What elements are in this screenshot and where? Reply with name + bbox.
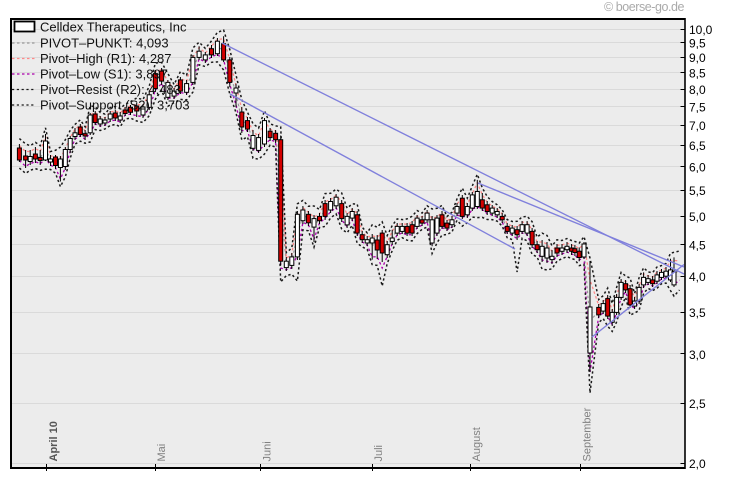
svg-text:10,0: 10,0 xyxy=(689,23,713,37)
svg-text:4,0: 4,0 xyxy=(689,270,706,284)
svg-text:6,5: 6,5 xyxy=(689,139,706,153)
svg-text:2,5: 2,5 xyxy=(689,397,706,411)
svg-text:Pivot–Low (S1): 3,897: Pivot–Low (S1): 3,897 xyxy=(40,67,168,82)
svg-text:9,5: 9,5 xyxy=(689,37,706,51)
svg-text:PIVOT–PUNKT: 4,093: PIVOT–PUNKT: 4,093 xyxy=(40,36,169,51)
svg-text:7,0: 7,0 xyxy=(689,119,706,133)
svg-text:8,5: 8,5 xyxy=(689,67,706,81)
svg-text:September: September xyxy=(582,407,594,461)
svg-text:7,5: 7,5 xyxy=(689,100,706,114)
svg-text:© boerse-go.de: © boerse-go.de xyxy=(604,0,685,14)
svg-text:8,0: 8,0 xyxy=(689,83,706,97)
svg-text:April 10: April 10 xyxy=(48,421,60,461)
svg-text:August: August xyxy=(471,427,483,461)
svg-text:3,0: 3,0 xyxy=(689,348,706,362)
svg-text:Pivot–Support (S2): 3,703: Pivot–Support (S2): 3,703 xyxy=(40,98,190,113)
svg-text:4,5: 4,5 xyxy=(689,238,706,252)
svg-text:Pivot–High (R1): 4,287: Pivot–High (R1): 4,287 xyxy=(40,51,172,66)
svg-text:Juni: Juni xyxy=(262,441,274,461)
svg-text:Celldex Therapeutics, Inc: Celldex Therapeutics, Inc xyxy=(40,20,187,35)
svg-text:9,0: 9,0 xyxy=(689,51,706,65)
svg-text:3,5: 3,5 xyxy=(689,306,706,320)
svg-text:Pivot–Resist (R2): 4,483: Pivot–Resist (R2): 4,483 xyxy=(40,82,181,97)
svg-text:6,0: 6,0 xyxy=(689,161,706,175)
svg-text:5,5: 5,5 xyxy=(689,184,706,198)
svg-text:2,0: 2,0 xyxy=(689,457,706,471)
svg-text:Juli: Juli xyxy=(373,445,385,462)
svg-text:Mai: Mai xyxy=(156,444,168,462)
svg-text:5,0: 5,0 xyxy=(689,210,706,224)
